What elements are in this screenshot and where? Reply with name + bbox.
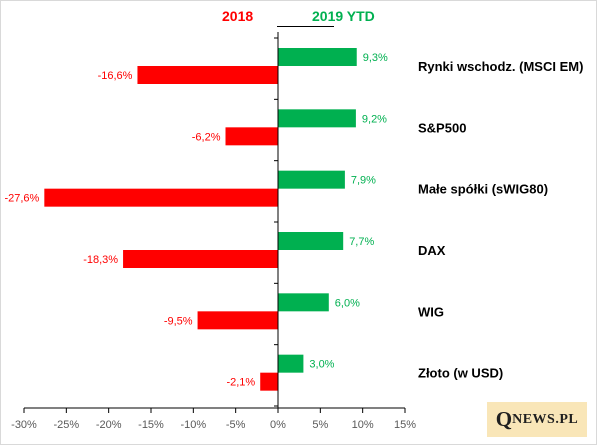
category-label: S&P500	[418, 120, 466, 135]
x-tick-label: 10%	[352, 419, 374, 431]
bar-2019-ytd	[278, 232, 344, 250]
value-label-2018: -2,1%	[226, 377, 255, 389]
category-label: DAX	[418, 243, 446, 258]
x-tick-label: -25%	[53, 419, 79, 431]
legend-underline	[277, 26, 334, 27]
x-tick-label: -20%	[96, 419, 122, 431]
legend-2018: 2018	[222, 8, 254, 24]
bar-2019-ytd	[278, 48, 357, 66]
value-label-2019-ytd: 7,7%	[349, 236, 374, 248]
bar-2018	[260, 372, 278, 391]
value-label-2018: -9,5%	[164, 315, 193, 327]
value-label-2019-ytd: 9,2%	[362, 113, 387, 125]
legend-2019-ytd: 2019 YTD	[312, 8, 375, 24]
x-tick-label: -15%	[138, 419, 164, 431]
logo-text: NEWS.PL	[512, 411, 579, 427]
bar-2019-ytd	[278, 354, 304, 373]
x-tick-label: -5%	[226, 419, 246, 431]
value-label-2019-ytd: 7,9%	[351, 175, 376, 187]
value-label-2018: -18,3%	[83, 254, 118, 266]
value-label-2018: -16,6%	[98, 70, 133, 82]
category-label: Złoto (w USD)	[418, 366, 503, 381]
x-tick-label: 0%	[270, 419, 286, 431]
value-label-2018: -27,6%	[4, 193, 39, 205]
bar-2018	[197, 311, 278, 330]
bar-2018	[123, 250, 278, 268]
x-tick-label: 15%	[394, 419, 416, 431]
value-label-2019-ytd: 6,0%	[335, 297, 360, 309]
bar-2018	[44, 188, 278, 207]
bar-2019-ytd	[278, 109, 356, 128]
logo-initial: Q	[495, 407, 513, 431]
bar-2018	[225, 127, 278, 146]
x-tick-label: -10%	[180, 419, 206, 431]
bar-2018	[137, 66, 278, 84]
bar-2019-ytd	[278, 293, 329, 312]
bar-2019-ytd	[278, 170, 345, 189]
value-label-2019-ytd: 9,3%	[363, 52, 388, 64]
qnews-logo: Q NEWS.PL	[487, 402, 587, 437]
category-label: WIG	[418, 304, 444, 319]
category-label: Małe spółki (sWIG80)	[418, 182, 548, 197]
value-label-2019-ytd: 3,0%	[309, 359, 334, 371]
x-tick-label: 5%	[312, 419, 328, 431]
x-tick-label: -30%	[11, 419, 37, 431]
value-label-2018: -6,2%	[192, 131, 221, 143]
category-label: Rynki wschodz. (MSCI EM)	[418, 59, 583, 74]
